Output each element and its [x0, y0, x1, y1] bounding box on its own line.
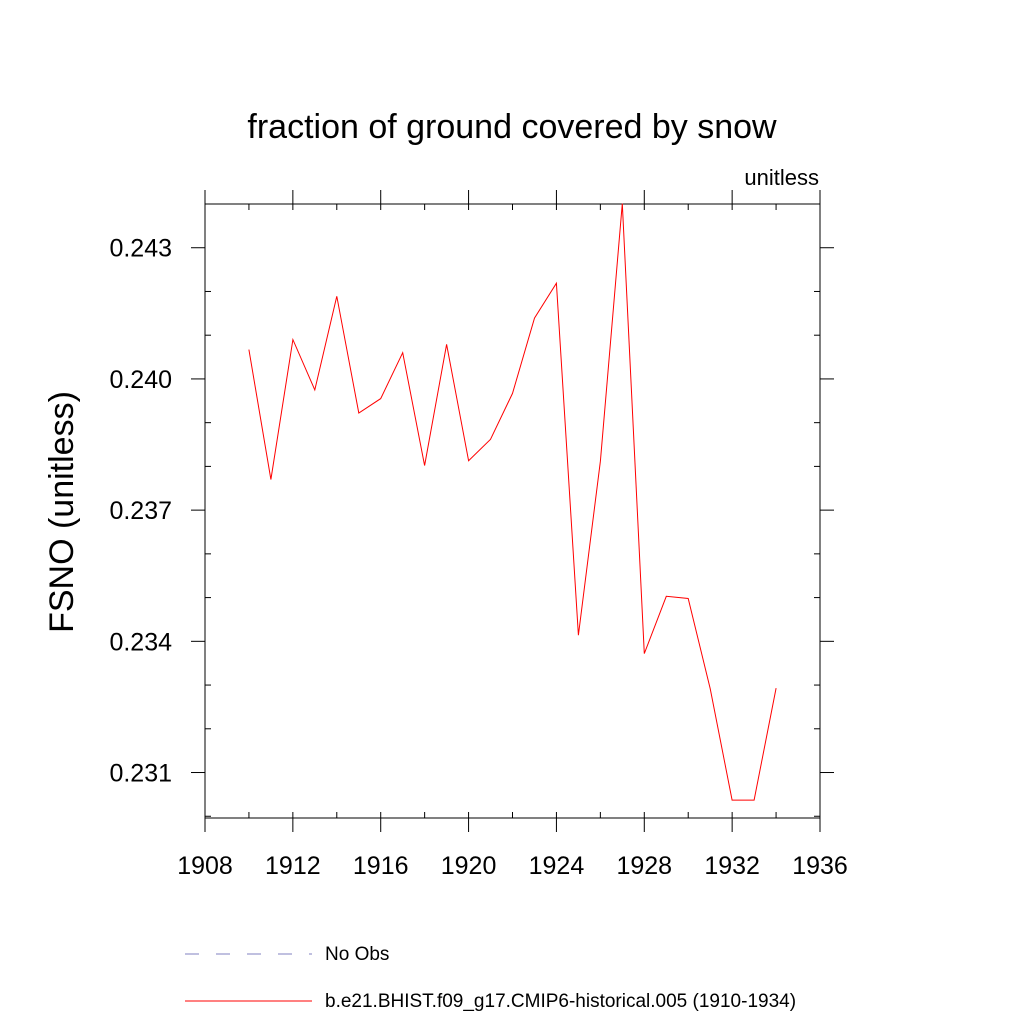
y-axis-label: FSNO (unitless)	[43, 391, 81, 633]
x-tick-label: 1920	[441, 852, 497, 880]
y-tick-label: 0.231	[109, 760, 172, 788]
x-tick-label: 1928	[616, 852, 672, 880]
axis-ticks: 1908 1912 1916 1920 1924 1928 1932 1936 0.231 0.2…	[109, 190, 848, 880]
series-layer	[248, 203, 777, 801]
legend: No Obs b.e21.BHIST.f09_g17.CMIP6-historic…	[185, 944, 796, 1012]
x-tick-label: 1916	[353, 852, 409, 880]
legend-label: No Obs	[325, 944, 389, 965]
x-tick-label: 1912	[265, 852, 321, 880]
series-line	[248, 203, 777, 801]
y-tick-label: 0.243	[109, 235, 172, 263]
y-tick-label: 0.234	[109, 628, 172, 656]
units-label: unitless	[744, 165, 819, 190]
y-tick-label: 0.240	[109, 366, 172, 394]
y-tick-label: 0.237	[109, 497, 172, 525]
x-tick-label: 1924	[529, 852, 585, 880]
plot-frame	[204, 203, 821, 819]
chart-title: fraction of ground covered by snow	[247, 108, 777, 146]
x-tick-label: 1936	[792, 852, 848, 880]
legend-label: b.e21.BHIST.f09_g17.CMIP6-historical.005…	[325, 991, 796, 1012]
x-tick-label: 1908	[177, 852, 233, 880]
x-tick-label: 1932	[704, 852, 760, 880]
